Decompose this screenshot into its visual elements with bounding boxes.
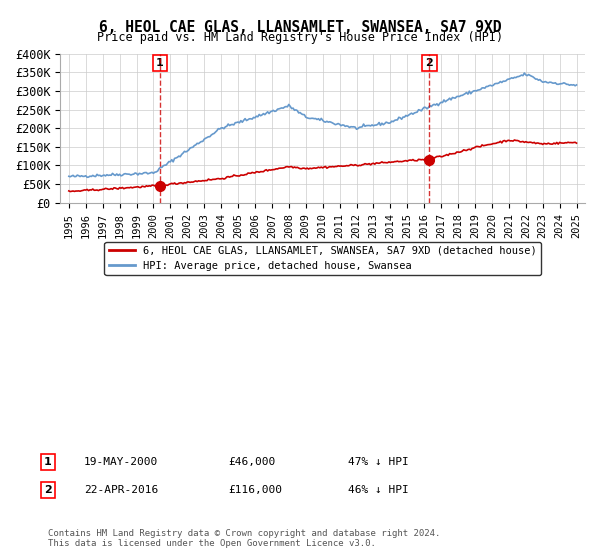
Text: 46% ↓ HPI: 46% ↓ HPI bbox=[348, 485, 409, 495]
Text: 6, HEOL CAE GLAS, LLANSAMLET, SWANSEA, SA7 9XD: 6, HEOL CAE GLAS, LLANSAMLET, SWANSEA, S… bbox=[99, 20, 501, 35]
Text: This data is licensed under the Open Government Licence v3.0.: This data is licensed under the Open Gov… bbox=[48, 539, 376, 548]
Text: 19-MAY-2000: 19-MAY-2000 bbox=[84, 457, 158, 467]
Text: £116,000: £116,000 bbox=[228, 485, 282, 495]
Text: 47% ↓ HPI: 47% ↓ HPI bbox=[348, 457, 409, 467]
Text: £46,000: £46,000 bbox=[228, 457, 275, 467]
Legend: 6, HEOL CAE GLAS, LLANSAMLET, SWANSEA, SA7 9XD (detached house), HPI: Average pr: 6, HEOL CAE GLAS, LLANSAMLET, SWANSEA, S… bbox=[104, 241, 541, 275]
Text: Price paid vs. HM Land Registry's House Price Index (HPI): Price paid vs. HM Land Registry's House … bbox=[97, 31, 503, 44]
Text: Contains HM Land Registry data © Crown copyright and database right 2024.: Contains HM Land Registry data © Crown c… bbox=[48, 529, 440, 538]
Text: 22-APR-2016: 22-APR-2016 bbox=[84, 485, 158, 495]
Text: 2: 2 bbox=[425, 58, 433, 68]
Text: 1: 1 bbox=[44, 457, 52, 467]
Text: 2: 2 bbox=[44, 485, 52, 495]
Text: 1: 1 bbox=[156, 58, 164, 68]
